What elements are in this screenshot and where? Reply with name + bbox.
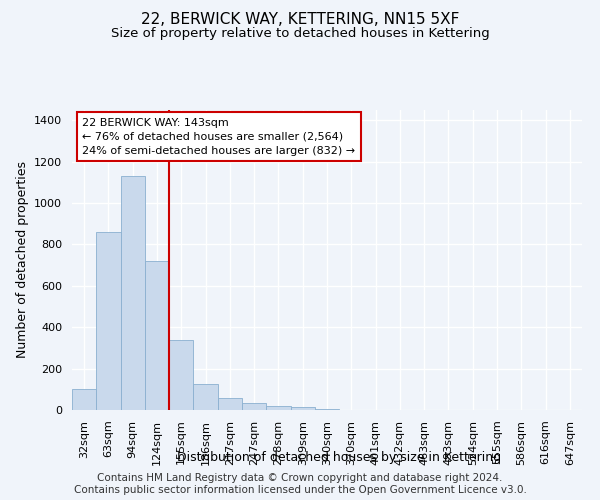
Bar [193, 384, 218, 410]
Bar [218, 398, 242, 410]
Bar [121, 176, 145, 410]
Text: Distribution of detached houses by size in Kettering: Distribution of detached houses by size … [177, 451, 501, 464]
Bar [96, 232, 121, 410]
Bar [145, 260, 169, 410]
Bar [242, 404, 266, 410]
Y-axis label: Number of detached properties: Number of detached properties [16, 162, 29, 358]
Bar [315, 409, 339, 410]
Bar [72, 388, 96, 410]
Bar [290, 407, 315, 410]
Bar [169, 340, 193, 410]
Text: Contains HM Land Registry data © Crown copyright and database right 2024.
Contai: Contains HM Land Registry data © Crown c… [74, 474, 526, 495]
Bar [266, 406, 290, 410]
Text: 22 BERWICK WAY: 143sqm
← 76% of detached houses are smaller (2,564)
24% of semi-: 22 BERWICK WAY: 143sqm ← 76% of detached… [82, 118, 355, 156]
Text: Size of property relative to detached houses in Kettering: Size of property relative to detached ho… [110, 28, 490, 40]
Text: 22, BERWICK WAY, KETTERING, NN15 5XF: 22, BERWICK WAY, KETTERING, NN15 5XF [141, 12, 459, 28]
